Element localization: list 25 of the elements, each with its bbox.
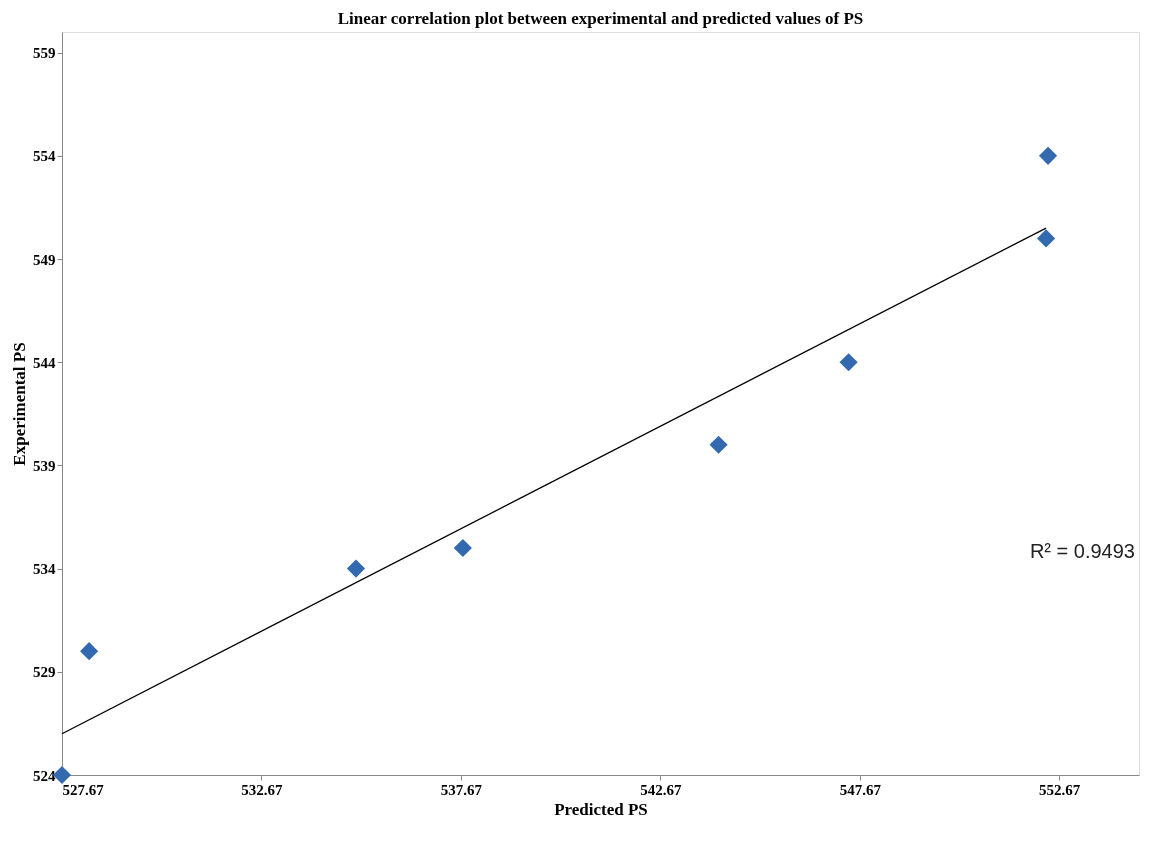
x-tick-label: 552.67 bbox=[1039, 781, 1081, 798]
y-tick-label: 529 bbox=[33, 664, 56, 681]
y-tick-label: 544 bbox=[33, 354, 56, 371]
point bbox=[1038, 146, 1058, 165]
point bbox=[709, 435, 728, 454]
x-axis-title: Predicted PS bbox=[554, 799, 648, 819]
chart-title: Linear correlation plot between experimental and predicted values of PS bbox=[337, 9, 864, 28]
y-tick-label: 549 bbox=[33, 251, 56, 268]
point bbox=[1036, 229, 1056, 248]
y-tick-label: 534 bbox=[33, 561, 56, 578]
point bbox=[80, 642, 99, 661]
point bbox=[453, 538, 472, 558]
x-tick-label: 532.67 bbox=[241, 781, 284, 798]
x-tick-label: 547.67 bbox=[839, 781, 882, 798]
x-tick-label: 527.67 bbox=[62, 781, 105, 798]
y-axis-title: Experimental PS bbox=[10, 342, 29, 466]
x-tick-label: 537.67 bbox=[440, 781, 483, 798]
y-tick-label: 524 bbox=[33, 767, 56, 784]
x-tick-label: 542.67 bbox=[640, 781, 682, 798]
point bbox=[346, 559, 366, 578]
y-tick-label: 554 bbox=[33, 148, 56, 165]
y-tick-label: 539 bbox=[33, 457, 56, 474]
annotation: R² = 0.9493 bbox=[1029, 540, 1135, 563]
point bbox=[839, 353, 858, 372]
y-tick-label: 559 bbox=[33, 45, 56, 62]
